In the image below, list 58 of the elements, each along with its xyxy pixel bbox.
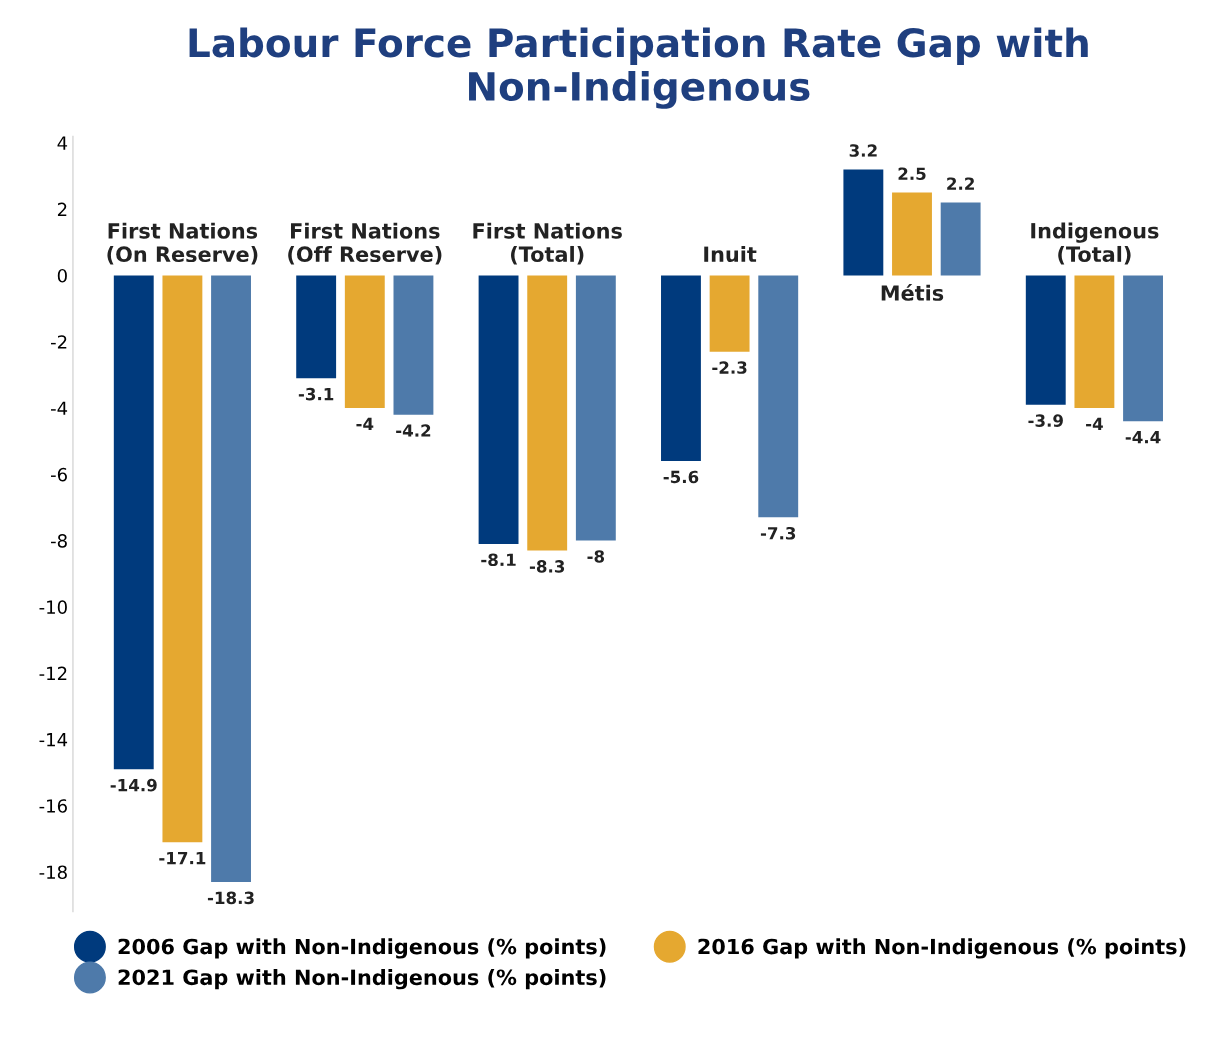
chart-title: Labour Force Participation Rate Gap with Non-Indigenous bbox=[189, 27, 1088, 109]
data-label: -3.9 bbox=[1028, 414, 1063, 427]
y-tick-label: -16 bbox=[39, 799, 67, 813]
legend-label: 2006 Gap with Non-Indigenous (% points) bbox=[118, 938, 606, 959]
data-label: -8.3 bbox=[529, 560, 565, 573]
x-tick-label: First Nations (Total) bbox=[473, 222, 622, 265]
x-tick-label: Indigenous (Total) bbox=[1031, 222, 1159, 265]
data-label: -2.3 bbox=[712, 361, 747, 374]
bar bbox=[113, 275, 154, 770]
data-label: -4.2 bbox=[396, 424, 431, 437]
bar bbox=[211, 275, 251, 882]
bar bbox=[1123, 275, 1163, 422]
data-label: -4 bbox=[1086, 417, 1103, 430]
y-tick-label: 2 bbox=[57, 202, 67, 217]
bar bbox=[478, 275, 519, 544]
x-tick-label: First Nations (On Reserve) bbox=[107, 222, 258, 265]
bar bbox=[1074, 275, 1115, 408]
x-tick-label: First Nations (Off Reserve) bbox=[288, 222, 442, 265]
y-tick-label: -2 bbox=[50, 335, 67, 349]
legend-label: 2016 Gap with Non-Indigenous (% points) bbox=[698, 938, 1186, 959]
y-tick-label: 0 bbox=[57, 268, 67, 283]
data-label: 2.2 bbox=[947, 177, 974, 190]
y-tick-label: -8 bbox=[50, 534, 67, 548]
legend-label: 2021 Gap with Non-Indigenous (% points) bbox=[118, 969, 606, 990]
x-tick-label: Inuit bbox=[704, 245, 757, 263]
data-label: -4.4 bbox=[1125, 431, 1161, 444]
bar bbox=[758, 275, 799, 518]
bar bbox=[393, 275, 434, 415]
bar bbox=[575, 275, 616, 541]
bar bbox=[527, 275, 568, 551]
bar bbox=[940, 202, 981, 276]
data-label: -3.1 bbox=[298, 387, 334, 401]
bar bbox=[709, 275, 750, 352]
y-tick-label: -6 bbox=[50, 467, 67, 482]
bar bbox=[296, 275, 337, 379]
bar bbox=[661, 275, 701, 462]
bar bbox=[344, 275, 385, 408]
data-label: -8.1 bbox=[481, 553, 516, 567]
bar bbox=[1025, 275, 1066, 405]
y-tick-label: -10 bbox=[39, 600, 67, 614]
y-tick-label: 4 bbox=[57, 136, 68, 150]
y-tick-label: -14 bbox=[39, 733, 68, 747]
data-label: -17.1 bbox=[159, 851, 206, 865]
y-tick-label: -12 bbox=[39, 666, 67, 680]
data-label: -5.6 bbox=[663, 470, 699, 484]
data-label: -18.3 bbox=[207, 891, 254, 905]
bar bbox=[162, 275, 203, 843]
bar bbox=[892, 192, 932, 276]
data-label: 3.2 bbox=[849, 144, 877, 157]
y-tick-label: -4 bbox=[50, 401, 68, 415]
bar bbox=[843, 169, 884, 276]
data-label: -14.9 bbox=[110, 778, 157, 792]
data-label: -8 bbox=[587, 550, 605, 563]
data-label: 2.5 bbox=[898, 167, 926, 181]
x-tick-label: Métis bbox=[881, 283, 944, 301]
y-tick-label: -18 bbox=[39, 865, 67, 880]
data-label: -4 bbox=[356, 417, 374, 430]
data-label: -7.3 bbox=[760, 526, 796, 540]
